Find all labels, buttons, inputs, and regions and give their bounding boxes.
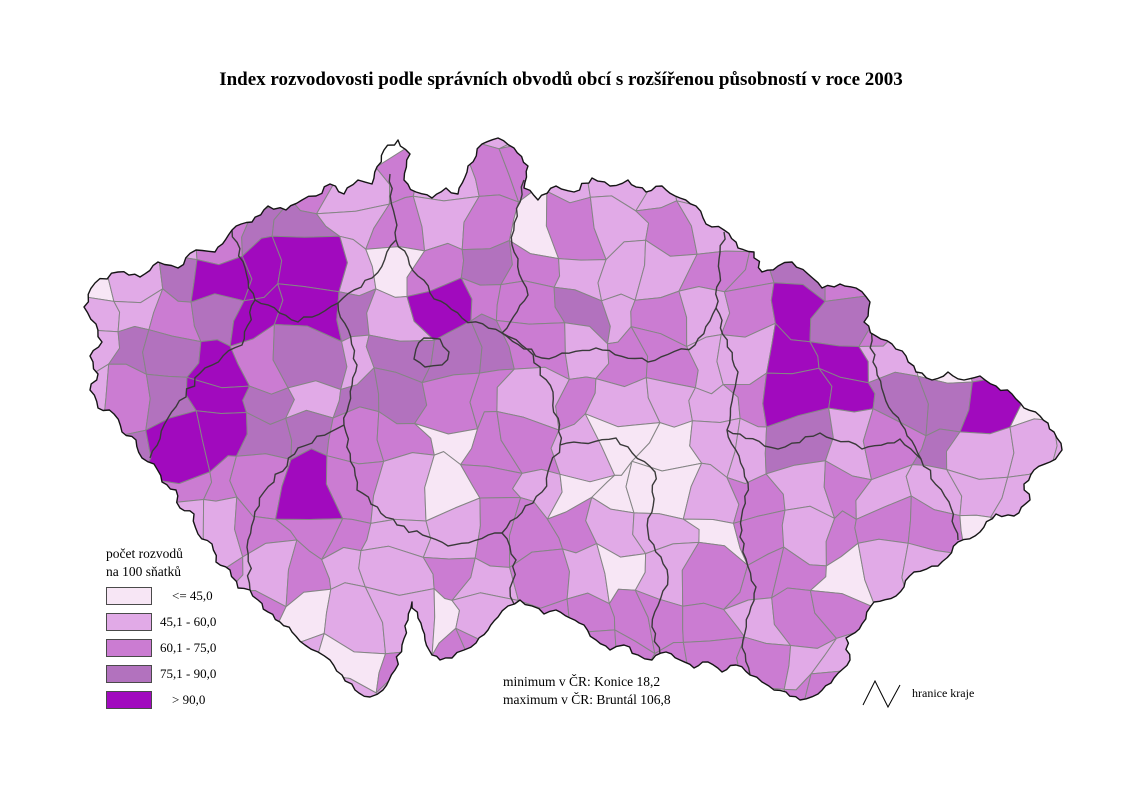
legend-swatch <box>106 586 152 605</box>
district-polygon <box>734 197 786 253</box>
district-polygon <box>824 242 884 302</box>
district-polygon <box>736 636 792 690</box>
maximum-annotation: maximum v ČR: Bruntál 106,8 <box>503 692 671 708</box>
district-polygon <box>783 673 812 700</box>
legend-class-label: <= 45,0 <box>172 587 213 603</box>
kraj-boundary-line-icon <box>862 679 901 709</box>
district-polygon <box>738 681 787 700</box>
legend-title-line2: na 100 sňatků <box>106 563 181 579</box>
district-polygon <box>84 253 115 302</box>
country-outline <box>83 137 1063 701</box>
legend-rows: <= 45,0 45,1 - 60,0 60,1 - 75,0 75,1 - 90,0… <box>106 586 217 709</box>
kraj-boundary-line <box>501 532 517 605</box>
kraj-boundary-label: hranice kraje <box>912 685 975 700</box>
kraj-boundary-line <box>254 173 398 323</box>
kraj-boundary-line <box>726 429 922 460</box>
legend-title: počet rozvodů na 100 sňatků <box>106 545 216 580</box>
district-polygon <box>101 429 152 479</box>
legend-title-line1: počet rozvodů <box>106 546 183 561</box>
kraj-boundary-line <box>246 424 345 591</box>
legend-swatch <box>106 664 152 683</box>
district-polygon <box>271 633 325 694</box>
extremes-annotation: minimum v ČR: Konice 18,2 maximum v ČR: … <box>503 673 671 709</box>
district-polygon <box>231 150 296 212</box>
district-polygon <box>412 144 480 202</box>
kraj-boundary-line <box>715 307 757 676</box>
kraj-boundary-line <box>149 229 256 459</box>
minimum-annotation: minimum v ČR: Konice 18,2 <box>503 674 661 689</box>
district-polygon <box>84 363 110 434</box>
kraj-boundary-line <box>395 179 529 334</box>
district-polygon <box>1051 420 1062 472</box>
legend-swatch <box>106 690 152 709</box>
map-legend: počet rozvodů na 100 sňatků <= 45,0 45,1 … <box>106 545 216 717</box>
kraj-boundary-line <box>501 231 726 363</box>
district-polygon <box>677 636 746 695</box>
district-polygon <box>990 509 1060 564</box>
kraj-boundaries-layer <box>149 173 959 676</box>
kraj-boundary-line <box>559 437 669 656</box>
legend-class-label: 60,1 - 75,0 <box>160 639 217 655</box>
kraj-boundary-line <box>868 304 959 541</box>
map-title: Index rozvodovosti podle správních obvod… <box>219 68 903 90</box>
legend-class-label: 75,1 - 90,0 <box>160 665 217 681</box>
kraj-boundary-line <box>413 337 450 368</box>
district-polygon <box>965 331 1019 383</box>
legend-class-row: 45,1 - 60,0 <box>106 612 217 631</box>
legend-class-row: 75,1 - 90,0 <box>106 664 217 683</box>
legend-class-row: > 90,0 <box>106 690 216 709</box>
district-polygon <box>101 363 151 436</box>
legend-swatch <box>106 638 152 657</box>
district-polygon <box>271 235 348 293</box>
district-polygon <box>84 295 121 333</box>
district-polygon <box>959 514 999 568</box>
legend-class-label: > 90,0 <box>172 691 206 707</box>
legend-class-row: 60,1 - 75,0 <box>106 638 217 657</box>
legend-swatch <box>106 612 152 631</box>
legend-class-row: <= 45,0 <box>106 586 216 605</box>
kraj-boundary-legend: hranice kraje <box>858 676 974 710</box>
legend-class-label: 45,1 - 60,0 <box>160 613 217 629</box>
kraj-boundary-line <box>337 302 563 547</box>
